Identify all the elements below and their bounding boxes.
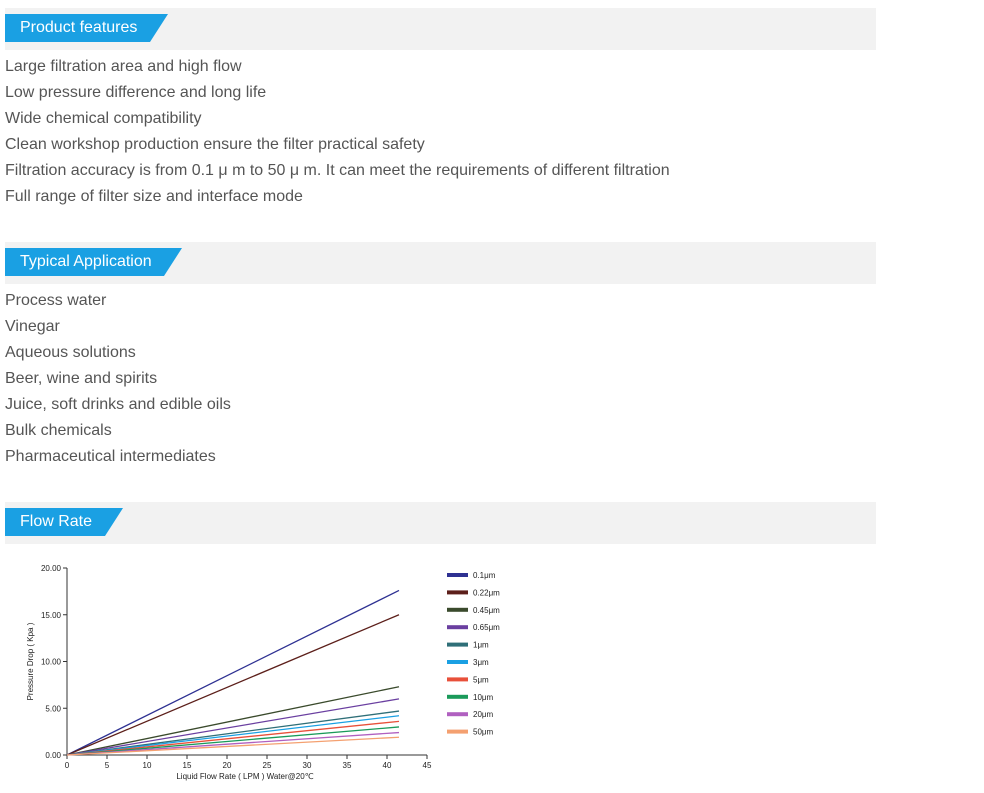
- list-item: Filtration accuracy is from 0.1 μ m to 5…: [5, 162, 670, 179]
- legend-swatch: [447, 694, 468, 699]
- series-line: [66, 715, 400, 756]
- legend-label: 0.45μm: [473, 606, 500, 615]
- list-item: Vinegar: [5, 318, 60, 335]
- list-item: Process water: [5, 292, 107, 309]
- legend-label: 20μm: [473, 710, 494, 719]
- list-item: Juice, soft drinks and edible oils: [5, 396, 231, 413]
- list-item: Bulk chemicals: [5, 422, 112, 439]
- legend-label: 3μm: [473, 658, 489, 667]
- y-tick-label: 10.00: [41, 658, 62, 667]
- flow-title-tab: Flow Rate: [5, 508, 123, 536]
- legend-swatch: [447, 677, 468, 682]
- x-tick-label: 30: [303, 761, 312, 770]
- legend-swatch: [447, 642, 468, 647]
- flow-rate-chart: 0.00 5.00 10.00 15.00 20.00 0 5 10 15 20 25 30 35 40 4…: [26, 564, 500, 781]
- x-tick-label: 0: [65, 761, 70, 770]
- applications-title-tab: Typical Application: [5, 248, 182, 276]
- series-line: [66, 710, 400, 756]
- series-line: [66, 731, 400, 756]
- legend-label: 5μm: [473, 675, 489, 684]
- list-item: Full range of filter size and interface …: [5, 188, 303, 205]
- series-line: [66, 698, 400, 756]
- y-tick-label: 0.00: [45, 751, 61, 760]
- legend-swatch: [447, 729, 468, 734]
- legend-label: 0.22μm: [473, 588, 500, 597]
- legend-swatch: [447, 573, 468, 577]
- features-title: Product features: [20, 19, 138, 36]
- x-tick-label: 15: [183, 761, 192, 770]
- legend-label: 50μm: [473, 728, 494, 737]
- legend-swatch: [447, 712, 468, 717]
- list-item: Pharmaceutical intermediates: [5, 448, 216, 465]
- legend-swatch: [447, 660, 468, 664]
- list-item: Large filtration area and high flow: [5, 58, 242, 75]
- x-tick-label: 10: [143, 761, 152, 770]
- features-title-tab: Product features: [5, 14, 168, 42]
- x-tick-label: 5: [105, 761, 110, 770]
- applications-header-bar: Typical Application: [5, 242, 876, 284]
- flow-header-bar: Flow Rate: [5, 502, 876, 544]
- legend-label: 0.65μm: [473, 623, 500, 632]
- y-tick-label: 20.00: [41, 564, 62, 573]
- flow-title: Flow Rate: [20, 513, 93, 530]
- series-line: [66, 614, 400, 756]
- list-item: Clean workshop production ensure the fil…: [5, 136, 425, 153]
- y-axis-label: Pressure Drop ( Kpa ): [26, 622, 35, 700]
- legend-label: 10μm: [473, 693, 494, 702]
- list-item: Aqueous solutions: [5, 344, 136, 361]
- list-item: Wide chemical compatibility: [5, 110, 202, 127]
- series-line: [66, 726, 400, 756]
- features-list: Large filtration area and high flow Low …: [5, 54, 670, 210]
- legend-label: 1μm: [473, 641, 489, 650]
- x-tick-label: 40: [383, 761, 392, 770]
- x-axis-label: Liquid Flow Rate ( LPM ) Water@20℃: [176, 772, 313, 781]
- legend-label: 0.1μm: [473, 571, 496, 580]
- x-tick-label: 35: [343, 761, 352, 770]
- series-line: [66, 589, 400, 756]
- series-line: [66, 720, 400, 756]
- y-tick-label: 5.00: [45, 704, 61, 713]
- legend-swatch: [447, 590, 468, 595]
- legend-swatch: [447, 607, 468, 612]
- list-item: Beer, wine and spirits: [5, 370, 158, 387]
- applications-list: Process water Vinegar Aqueous solutions …: [5, 288, 231, 470]
- x-tick-label: 20: [223, 761, 232, 770]
- series-line: [66, 686, 400, 756]
- x-tick-label: 45: [423, 761, 432, 770]
- list-item: Low pressure difference and long life: [5, 84, 267, 101]
- applications-title: Typical Application: [20, 253, 152, 270]
- series-line: [66, 736, 400, 756]
- features-header-bar: Product features: [5, 8, 876, 50]
- y-tick-label: 15.00: [41, 611, 62, 620]
- legend-swatch: [447, 625, 468, 630]
- x-tick-label: 25: [263, 761, 272, 770]
